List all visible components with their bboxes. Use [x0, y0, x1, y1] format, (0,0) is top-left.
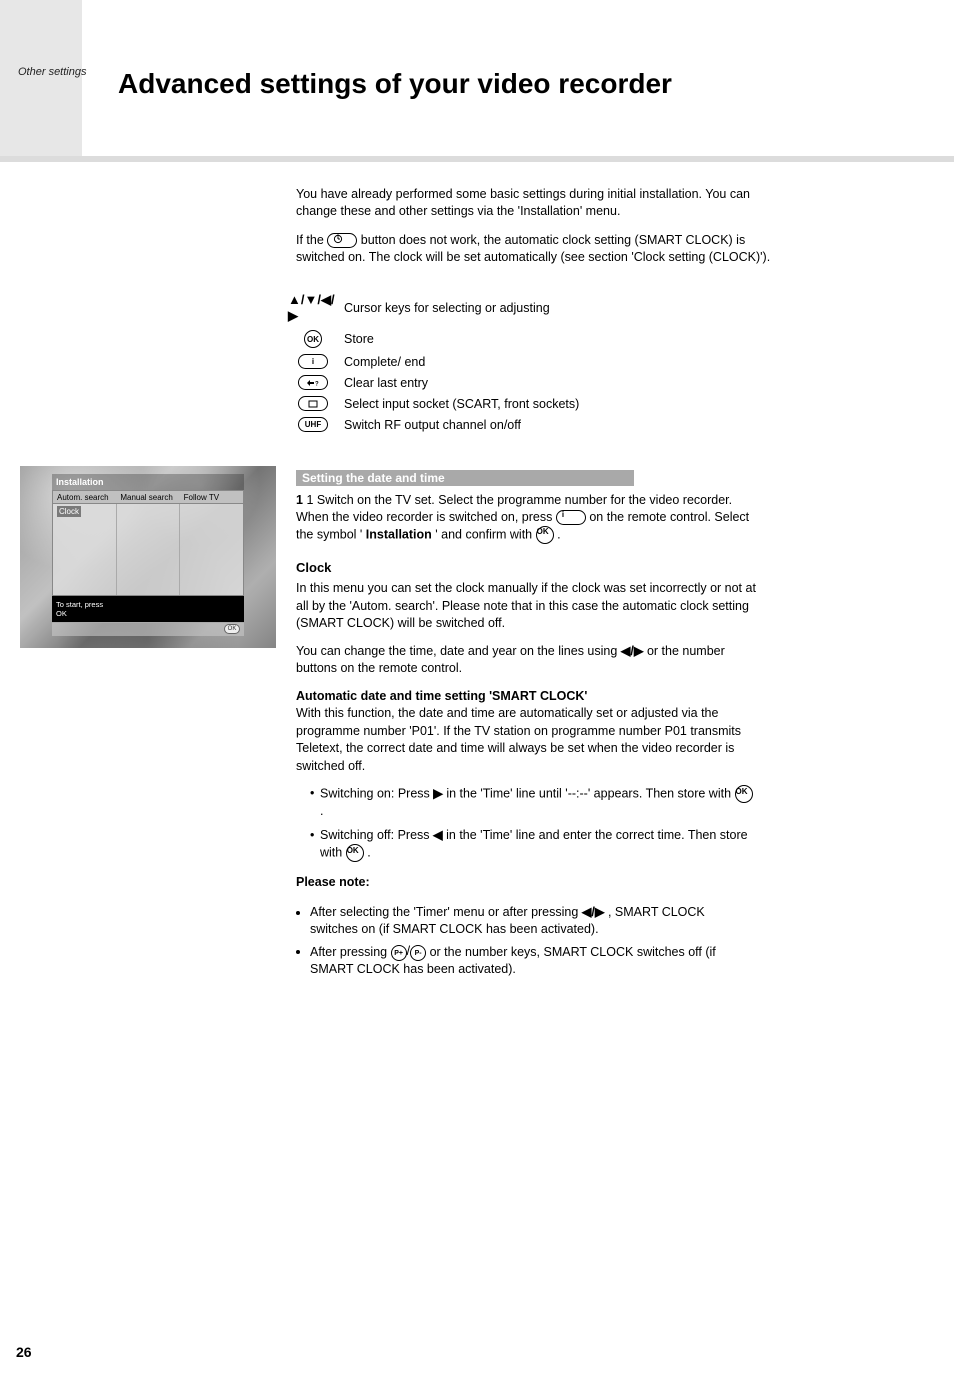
osd-col [180, 504, 243, 595]
clock-p1: In this menu you can set the clock manua… [296, 580, 756, 633]
notes-list: After selecting the 'Timer' menu or afte… [296, 904, 756, 979]
osd-info-line: OK [56, 609, 240, 618]
glossary-row: Select input socket (SCART, front socket… [288, 396, 648, 411]
clock-content: In this menu you can set the clock manua… [296, 580, 756, 983]
section-step-1: 1 1 Switch on the TV set. Select the pro… [296, 492, 756, 544]
clock-p2-a: You can change the time, date and year o… [296, 644, 621, 658]
left-right-arrow-icon: ◀/▶ [582, 905, 605, 919]
switchoff-c: . [367, 845, 370, 859]
osd-title: Installation [52, 474, 244, 490]
switchon-b: in the 'Time' line until '--:--' appears… [446, 786, 734, 800]
glossary-row: UHF Switch RF output channel on/off [288, 417, 648, 432]
glossary-text: Switch RF output channel on/off [338, 418, 521, 432]
note-item: After pressing P+/P- or the number keys,… [310, 943, 756, 979]
menu-screenshot: Installation Autom. search Manual search… [20, 466, 276, 648]
glossary-row: OK Store [288, 330, 648, 348]
switchon-a: Switching on: Press [320, 786, 433, 800]
switchoff-a: Switching off: Press [320, 828, 433, 842]
smart-clock-body: With this function, the date and time ar… [296, 705, 756, 775]
program-buttons-icon: P+/P- [391, 943, 426, 962]
osd-body: Clock [52, 504, 244, 596]
intro-paragraph-2: If the button does not work, the automat… [296, 232, 776, 266]
info-button-icon: i [288, 354, 338, 369]
page-title: Advanced settings of your video recorder [118, 68, 672, 100]
uhf-button-icon: UHF [288, 417, 338, 432]
info-button-icon: i [556, 510, 586, 525]
ok-button-icon: OK [536, 526, 554, 544]
osd-col [117, 504, 181, 595]
clock-button-icon [327, 233, 357, 248]
note-item: After selecting the 'Timer' menu or afte… [310, 904, 756, 939]
step1-d: . [557, 527, 560, 541]
glossary-row: i Complete/ end [288, 354, 648, 369]
osd-selected-item: Clock [57, 506, 81, 517]
ok-button-icon: OK [346, 844, 364, 862]
osd-col: Clock [53, 504, 117, 595]
note1-a: After selecting the 'Timer' menu or afte… [310, 905, 582, 919]
notes-heading: Please note: [296, 874, 756, 892]
smart-clock-heading: Automatic date and time setting 'SMART C… [296, 688, 756, 706]
top-separator [0, 156, 954, 162]
glossary-text: Select input socket (SCART, front socket… [338, 397, 579, 411]
step1-c: ' and confirm with [435, 527, 535, 541]
margin-shade [0, 0, 82, 156]
svg-text:?: ? [315, 381, 319, 387]
clear-button-icon: ? [288, 375, 338, 390]
osd-panel: Installation Autom. search Manual search… [52, 474, 244, 628]
glossary-text: Cursor keys for selecting or adjusting [338, 301, 550, 315]
step1-symbol: Installation [366, 527, 432, 541]
osd-col-header: Autom. search [53, 493, 116, 502]
glossary-text: Complete/ end [338, 355, 425, 369]
left-right-arrow-icon: ◀/▶ [621, 644, 644, 658]
margin-label: Other settings [18, 66, 86, 78]
glossary-row: ▲/▼/◀/▶ Cursor keys for selecting or adj… [288, 292, 648, 324]
ok-button-icon: OK [735, 785, 753, 803]
switchon-c: . [320, 804, 323, 818]
note2-a: After pressing [310, 944, 391, 958]
left-arrow-icon: ◀ [433, 828, 443, 842]
osd-header-row: Autom. search Manual search Follow TV [52, 490, 244, 504]
bullet-icon: • [310, 785, 320, 821]
glossary-text: Clear last entry [338, 376, 428, 390]
osd-info-bar: To start, press OK [52, 596, 244, 622]
osd-col-header: Follow TV [180, 493, 243, 502]
bullet-icon: • [310, 827, 320, 863]
arrow-keys-icon: ▲/▼/◀/▶ [288, 292, 338, 324]
page-number: 26 [16, 1344, 32, 1360]
key-glossary: ▲/▼/◀/▶ Cursor keys for selecting or adj… [288, 292, 648, 438]
intro2-part-b: button does not work, the automatic cloc… [296, 233, 770, 264]
clock-subheading: Clock [296, 560, 331, 575]
osd-info-line: To start, press [56, 600, 240, 609]
intro-paragraph-1: You have already performed some basic se… [296, 186, 776, 220]
ok-button-icon: OK [288, 330, 338, 348]
glossary-row: ? Clear last entry [288, 375, 648, 390]
osd-ok-chip: OK [224, 624, 240, 634]
glossary-text: Store [338, 332, 374, 346]
osd-bottom-bar: OK [52, 622, 244, 636]
av-button-icon [288, 396, 338, 411]
osd-col-header: Manual search [116, 493, 179, 502]
right-arrow-icon: ▶ [433, 786, 443, 800]
intro2-part-a: If the [296, 233, 327, 247]
section-heading-bar: Setting the date and time [296, 470, 634, 486]
